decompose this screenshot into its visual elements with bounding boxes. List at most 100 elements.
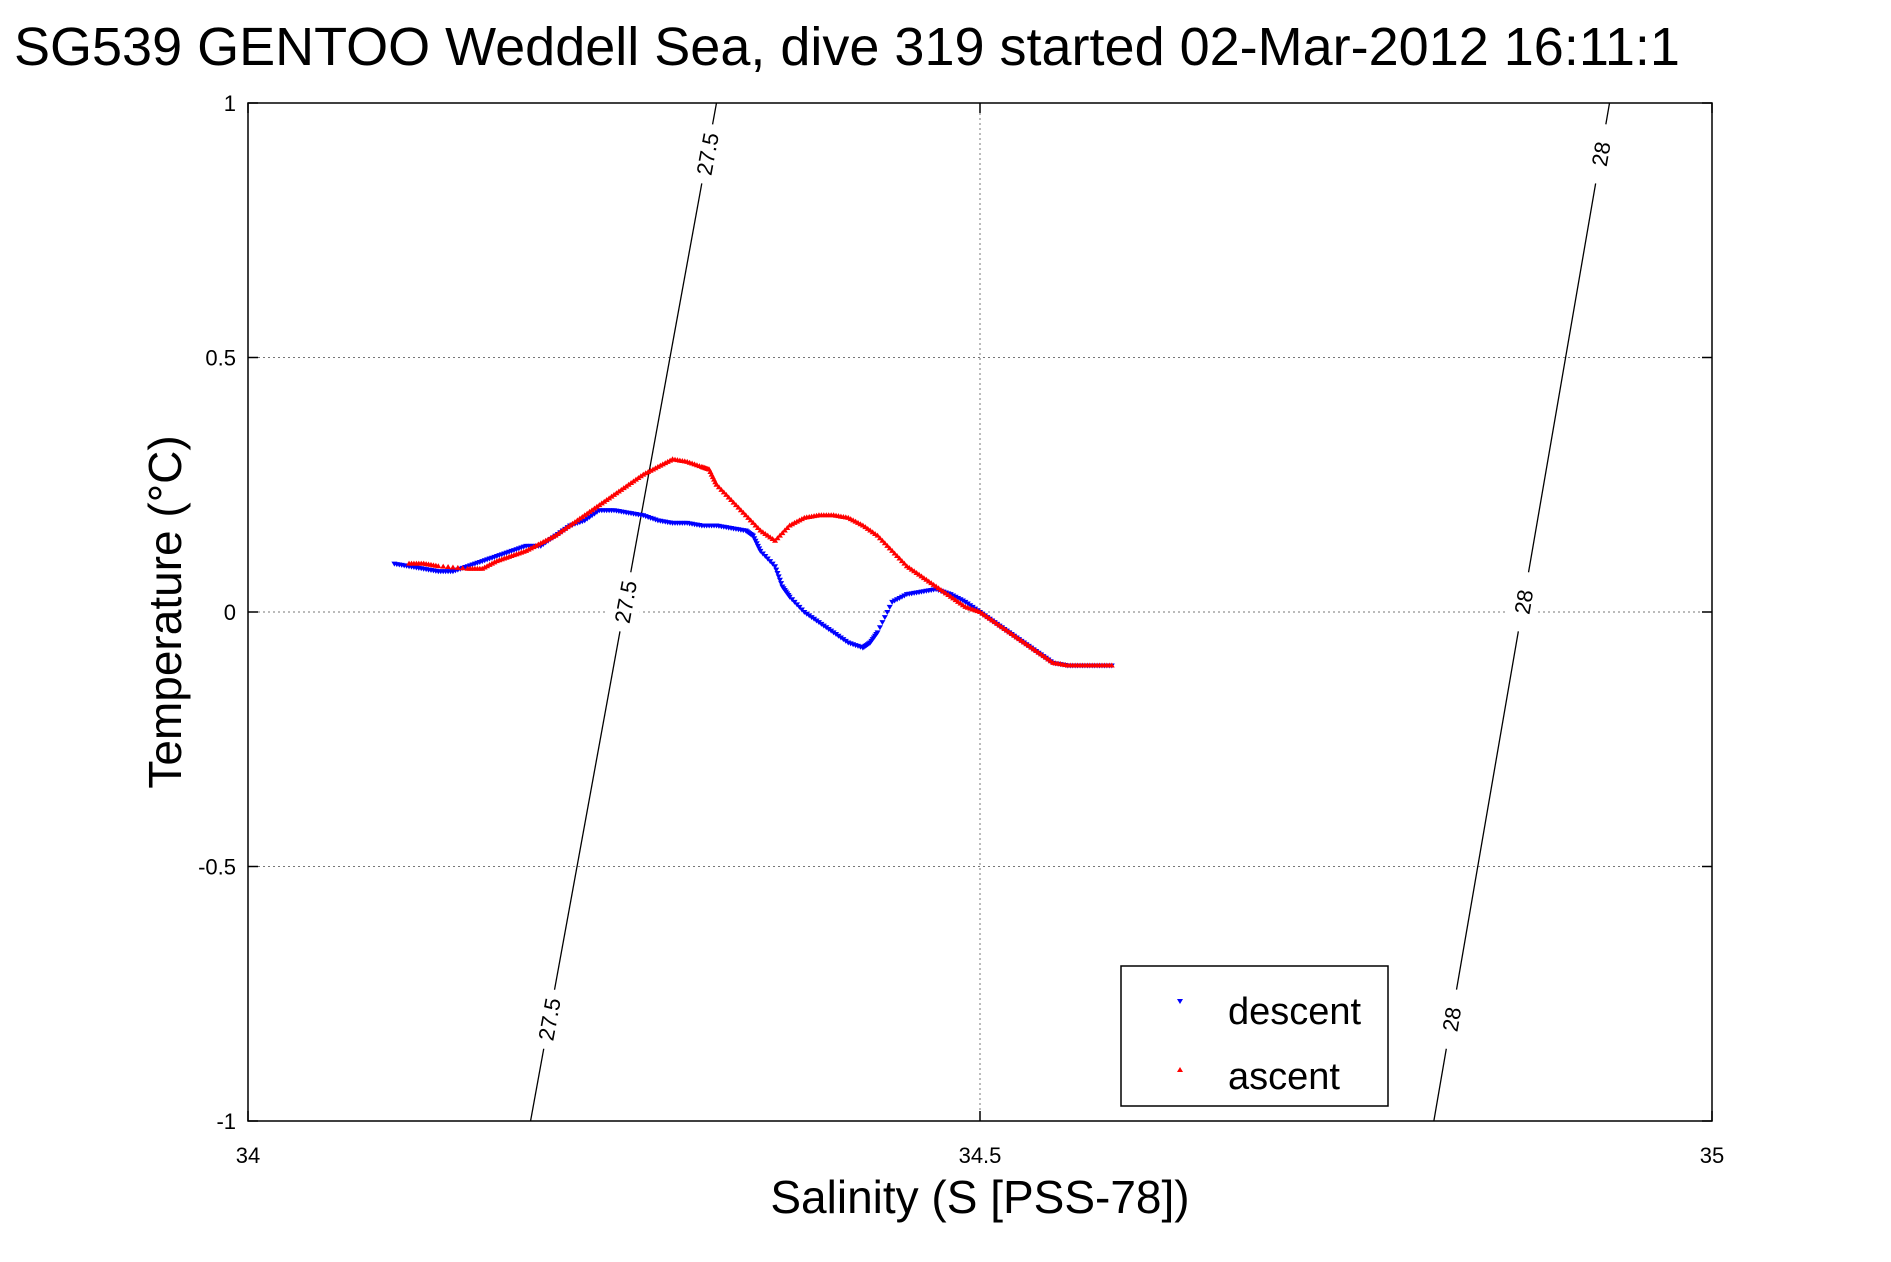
ascent-point [718, 486, 725, 492]
ascent-point [889, 547, 896, 553]
descent-point [791, 599, 798, 605]
ascent-point [720, 489, 727, 495]
ascent-point [662, 460, 669, 466]
ascent-point [742, 512, 749, 518]
ascent-point [640, 471, 647, 477]
descent-point [798, 607, 805, 613]
descent-point [789, 597, 796, 603]
ascent-point [486, 561, 493, 567]
ascent-point [798, 516, 805, 522]
ascent-point [772, 537, 779, 543]
ascent-point [537, 540, 544, 546]
ascent-point [737, 507, 744, 513]
legend-descent-marker [1177, 999, 1183, 1004]
legend-descent-label: descent [1228, 991, 1362, 1033]
ascent-point [791, 519, 798, 525]
ascent-point [642, 470, 649, 476]
ascent-point [740, 509, 747, 515]
ascent-point [715, 484, 722, 490]
legend-box [1120, 965, 1389, 1107]
y-tick-label: 0 [224, 600, 236, 625]
y-tick-label: 0.5 [205, 346, 236, 371]
ascent-point [891, 550, 898, 556]
legend-ascent-marker [1177, 1067, 1183, 1072]
contour-label-bg [528, 986, 571, 1052]
contour-label-bg [1430, 986, 1473, 1052]
ascent-point [667, 457, 674, 463]
descent-point [794, 602, 800, 608]
ascent-point [894, 553, 901, 559]
ascent-point [794, 518, 800, 524]
ascent-point [896, 555, 903, 561]
ascent-point [781, 527, 788, 533]
y-tick-label: -0.5 [198, 855, 236, 880]
legend: descent ascent [1120, 965, 1389, 1107]
descent-point [751, 536, 758, 542]
ascent-point [779, 530, 786, 536]
ascent-point [881, 540, 888, 546]
descent-point [764, 556, 771, 562]
descent-point [757, 548, 764, 554]
ascent-point [752, 522, 759, 528]
legend-ascent-label: ascent [1228, 1056, 1340, 1098]
ascent-point [874, 532, 881, 538]
descent-point [874, 630, 881, 636]
ascent-point [733, 502, 739, 508]
ascent-point [1108, 662, 1115, 668]
ascent-point [728, 497, 735, 503]
ascent-point [754, 525, 761, 531]
ascent-point [876, 535, 883, 541]
ascent-point [650, 466, 657, 472]
ascent-point [786, 522, 793, 528]
ascent-point [481, 564, 488, 570]
ascent-point [776, 532, 783, 538]
ascent-point [530, 544, 537, 550]
contour-label: 28 [1510, 588, 1539, 616]
ascent-point [713, 481, 720, 487]
descent-point [876, 625, 883, 631]
ascent-point [532, 542, 539, 548]
descent-point [775, 574, 782, 580]
ascent-point [789, 521, 796, 527]
ascent-point [525, 546, 532, 552]
contour-label-bg [604, 569, 647, 635]
ascent-point [725, 494, 732, 500]
x-tick-label: 34.5 [959, 1143, 1002, 1168]
ascent-point [550, 533, 556, 539]
ascent-point [545, 536, 552, 542]
descent-point [955, 596, 962, 602]
ascent-point [547, 535, 554, 541]
contour-label-bg [1502, 569, 1545, 635]
ascent-point [647, 467, 654, 473]
y-tick-label: 1 [224, 91, 236, 116]
descent-point [796, 604, 803, 610]
descent-point [884, 610, 891, 615]
x-axis-label: Salinity (S [PSS-78]) [770, 1171, 1190, 1223]
descent-point [886, 604, 893, 610]
ascent-point [723, 491, 730, 497]
descent-point [756, 546, 763, 552]
contour-label: 28 [1438, 1005, 1467, 1033]
x-tick-label: 35 [1700, 1143, 1724, 1168]
descent-point [753, 541, 760, 547]
ascent-point [901, 560, 908, 566]
ascent-point [659, 461, 666, 467]
ascent-point [491, 559, 498, 565]
ascent-point [445, 564, 452, 570]
descent-point [767, 559, 774, 565]
descent-point [773, 567, 780, 573]
ascent-point [898, 558, 905, 564]
contour-label-bg [1579, 121, 1622, 187]
ascent-point [484, 563, 491, 569]
ascent-point [652, 465, 659, 471]
ascent-point [454, 564, 461, 570]
ascent-point [657, 462, 664, 468]
ascent-point [745, 514, 752, 520]
descent-point [759, 551, 766, 557]
descent-point [762, 554, 769, 560]
contour-label: 28 [1587, 140, 1616, 168]
descent-point [754, 543, 761, 549]
ascent-point [449, 564, 456, 570]
ascent-point [540, 539, 547, 545]
descent-point [750, 533, 757, 539]
